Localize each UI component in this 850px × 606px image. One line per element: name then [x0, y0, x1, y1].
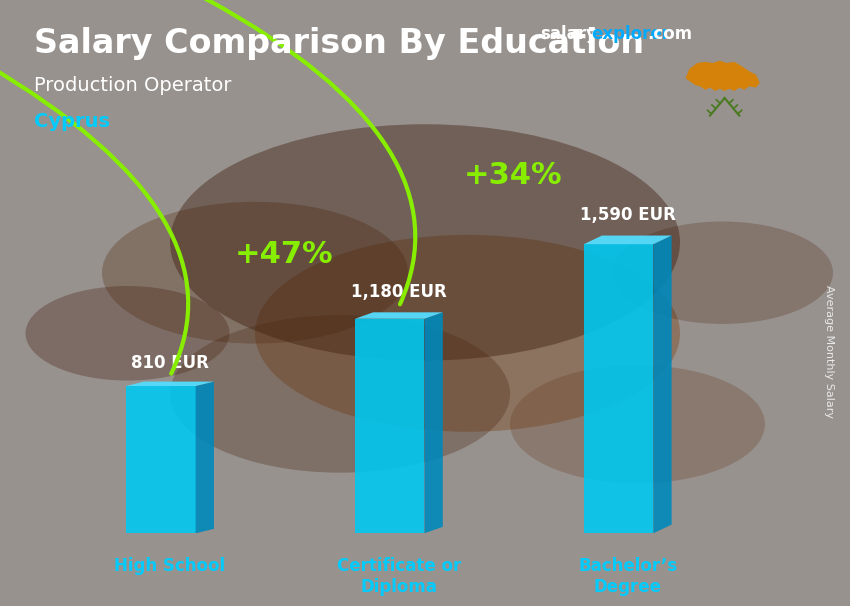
Text: High School: High School	[115, 557, 225, 575]
Text: +47%: +47%	[235, 239, 334, 268]
Polygon shape	[196, 382, 214, 533]
Text: Salary Comparison By Education: Salary Comparison By Education	[34, 27, 644, 60]
Text: Cyprus: Cyprus	[34, 112, 110, 131]
Text: 810 EUR: 810 EUR	[131, 354, 209, 371]
Text: Average Monthly Salary: Average Monthly Salary	[824, 285, 834, 418]
Polygon shape	[355, 312, 443, 319]
Polygon shape	[685, 61, 760, 91]
Ellipse shape	[510, 365, 765, 484]
Text: +34%: +34%	[464, 161, 563, 190]
Text: Bachelor’s
Degree: Bachelor’s Degree	[578, 557, 677, 596]
Polygon shape	[584, 244, 654, 533]
Text: explorer: explorer	[591, 25, 670, 44]
Text: 1,590 EUR: 1,590 EUR	[580, 205, 676, 224]
Text: Production Operator: Production Operator	[34, 76, 231, 95]
Polygon shape	[654, 236, 672, 533]
Ellipse shape	[170, 315, 510, 473]
Polygon shape	[355, 319, 424, 533]
Ellipse shape	[170, 124, 680, 361]
Polygon shape	[126, 386, 196, 533]
Text: 1,180 EUR: 1,180 EUR	[351, 282, 447, 301]
Ellipse shape	[102, 202, 408, 344]
Ellipse shape	[255, 235, 680, 432]
Ellipse shape	[26, 286, 230, 381]
Polygon shape	[126, 382, 214, 386]
Polygon shape	[424, 312, 443, 533]
Text: .com: .com	[648, 25, 693, 44]
Text: salary: salary	[540, 25, 597, 44]
Ellipse shape	[612, 221, 833, 324]
Polygon shape	[584, 236, 672, 244]
Text: Certificate or
Diploma: Certificate or Diploma	[337, 557, 461, 596]
